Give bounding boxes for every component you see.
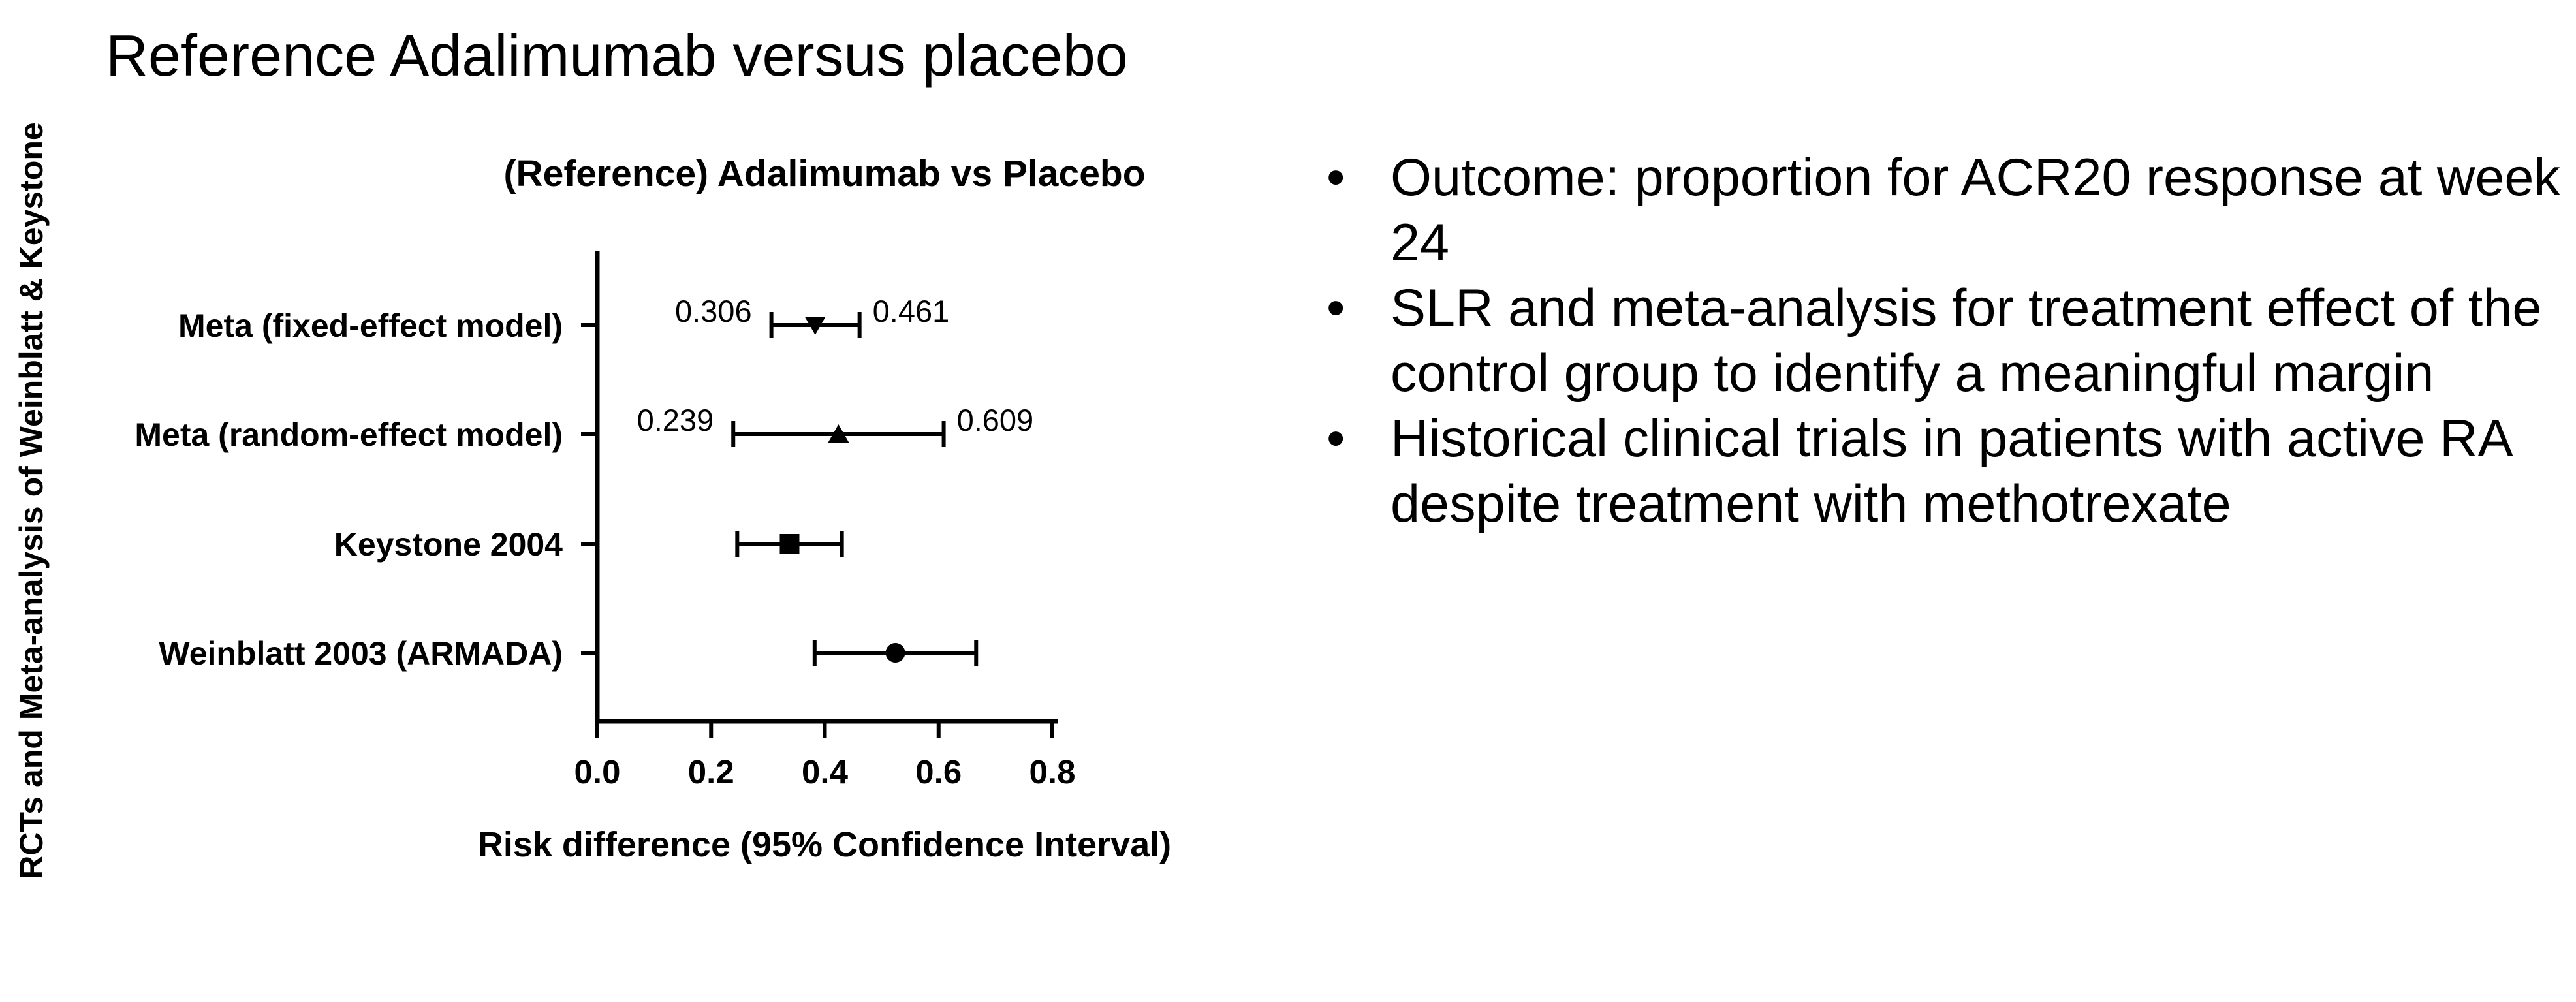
point-estimate-circle [885, 643, 905, 663]
x-tick-label: 0.4 [802, 753, 849, 791]
bullet-list: • Outcome: proportion for ACR20 response … [1325, 145, 2566, 537]
ci-lower-label: 0.239 [637, 403, 714, 437]
x-tick-label: 0.6 [915, 753, 962, 791]
ci-lower-label: 0.306 [675, 294, 752, 328]
row-label: Keystone 2004 [334, 526, 563, 563]
row-label: Meta (random-effect model) [134, 416, 563, 453]
point-estimate-triangle-up [828, 424, 849, 443]
x-tick-label: 0.8 [1029, 753, 1076, 791]
row-label: Weinblatt 2003 (ARMADA) [159, 635, 563, 672]
bullet-dot-icon: • [1327, 409, 1345, 468]
x-tick-label: 0.0 [574, 753, 621, 791]
bullet-dot-icon: • [1327, 279, 1345, 337]
bullet-item: • Outcome: proportion for ACR20 response … [1325, 145, 2566, 275]
ci-upper-label: 0.609 [957, 403, 1034, 437]
bullet-text: SLR and meta-analysis for treatment effe… [1390, 279, 2542, 403]
slide-title: Reference Adalimumab versus placebo [106, 23, 1128, 89]
row-label: Meta (fixed-effect model) [178, 307, 563, 344]
bullet-dot-icon: • [1327, 148, 1345, 207]
ci-upper-label: 0.461 [873, 294, 950, 328]
bullet-text: Outcome: proportion for ACR20 response a… [1390, 148, 2560, 272]
point-estimate-triangle-down [804, 317, 826, 335]
bullet-item: • SLR and meta-analysis for treatment eff… [1325, 275, 2566, 406]
x-tick-label: 0.2 [688, 753, 734, 791]
point-estimate-square [779, 534, 800, 554]
bullet-text: Historical clinical trials in patients w… [1390, 409, 2511, 533]
bullet-item: • Historical clinical trials in patients … [1325, 406, 2566, 537]
x-axis-label: Risk difference (95% Confidence Interval… [478, 825, 1171, 864]
chart-title: (Reference) Adalimumab vs Placebo [503, 153, 1145, 195]
